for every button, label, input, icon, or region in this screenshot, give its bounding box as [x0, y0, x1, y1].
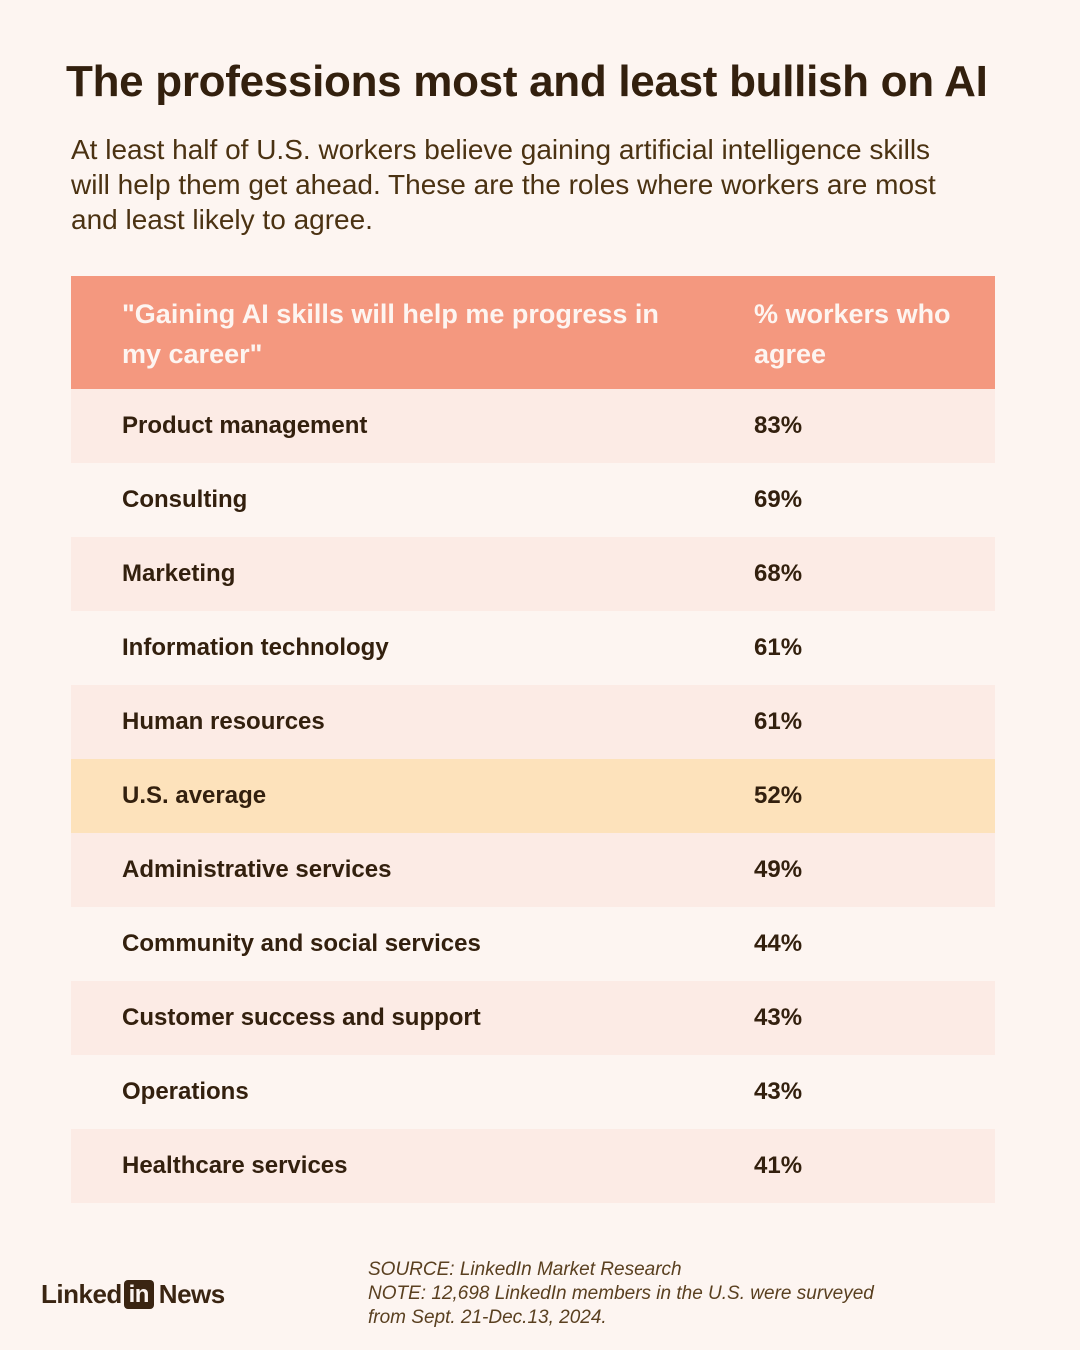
row-label: Consulting: [122, 486, 248, 513]
table-row: Customer success and support 43%: [71, 981, 995, 1055]
table-row: Administrative services 49%: [71, 833, 995, 907]
row-value: 49%: [754, 856, 803, 883]
table-row: Operations 43%: [71, 1055, 995, 1129]
row-value: 83%: [754, 412, 803, 439]
row-label: Customer success and support: [122, 1004, 481, 1031]
page-title: The professions most and least bullish o…: [66, 57, 988, 106]
table-row: Consulting 69%: [71, 463, 995, 537]
table-row: Marketing 68%: [71, 537, 995, 611]
row-value: 52%: [754, 782, 803, 809]
row-label: Administrative services: [122, 856, 392, 883]
row-label: Healthcare services: [122, 1152, 348, 1179]
linkedin-in-icon: in: [123, 1279, 154, 1309]
table-row: Human resources 61%: [71, 685, 995, 759]
page-subtitle: At least half of U.S. workers believe ga…: [71, 134, 936, 235]
data-table: "Gaining AI skills will help me progress…: [71, 276, 995, 1203]
row-value: 44%: [754, 930, 803, 957]
row-label: Human resources: [122, 708, 325, 735]
column-header-percent: % workers who agree: [754, 299, 951, 369]
row-value: 61%: [754, 634, 803, 661]
table-row-highlight: U.S. average 52%: [71, 759, 995, 833]
table-header: "Gaining AI skills will help me progress…: [71, 276, 995, 389]
row-value: 43%: [754, 1078, 803, 1105]
row-value: 43%: [754, 1004, 803, 1031]
row-value: 41%: [754, 1152, 803, 1179]
row-label: U.S. average: [122, 782, 267, 809]
logo-word-news: News: [158, 1278, 225, 1309]
note-line-1: NOTE: 12,698 LinkedIn members in the U.S…: [368, 1283, 874, 1304]
row-label: Information technology: [122, 634, 389, 661]
row-label: Marketing: [122, 560, 236, 587]
table-body: Product management 83% Consulting 69% Market…: [71, 389, 995, 1203]
source-note: SOURCE: LinkedIn Market Research NOTE: 1…: [368, 1258, 988, 1330]
row-label: Community and social services: [122, 930, 481, 957]
row-value: 69%: [754, 486, 803, 513]
table-row: Community and social services 44%: [71, 907, 995, 981]
table-row: Healthcare services 41%: [71, 1129, 995, 1203]
table-row: Information technology 61%: [71, 611, 995, 685]
source-line: SOURCE: LinkedIn Market Research: [368, 1259, 682, 1280]
row-value: 61%: [754, 708, 803, 735]
row-label: Operations: [122, 1078, 249, 1105]
linkedin-news-logo: Linked in News: [41, 1278, 225, 1310]
row-value: 68%: [754, 560, 803, 587]
row-label: Product management: [122, 412, 368, 439]
table-row: Product management 83%: [71, 389, 995, 463]
logo-word-linked: Linked: [41, 1278, 122, 1309]
column-header-profession: "Gaining AI skills will help me progress…: [122, 299, 659, 369]
note-line-2: from Sept. 21-Dec.13, 2024.: [368, 1307, 607, 1328]
